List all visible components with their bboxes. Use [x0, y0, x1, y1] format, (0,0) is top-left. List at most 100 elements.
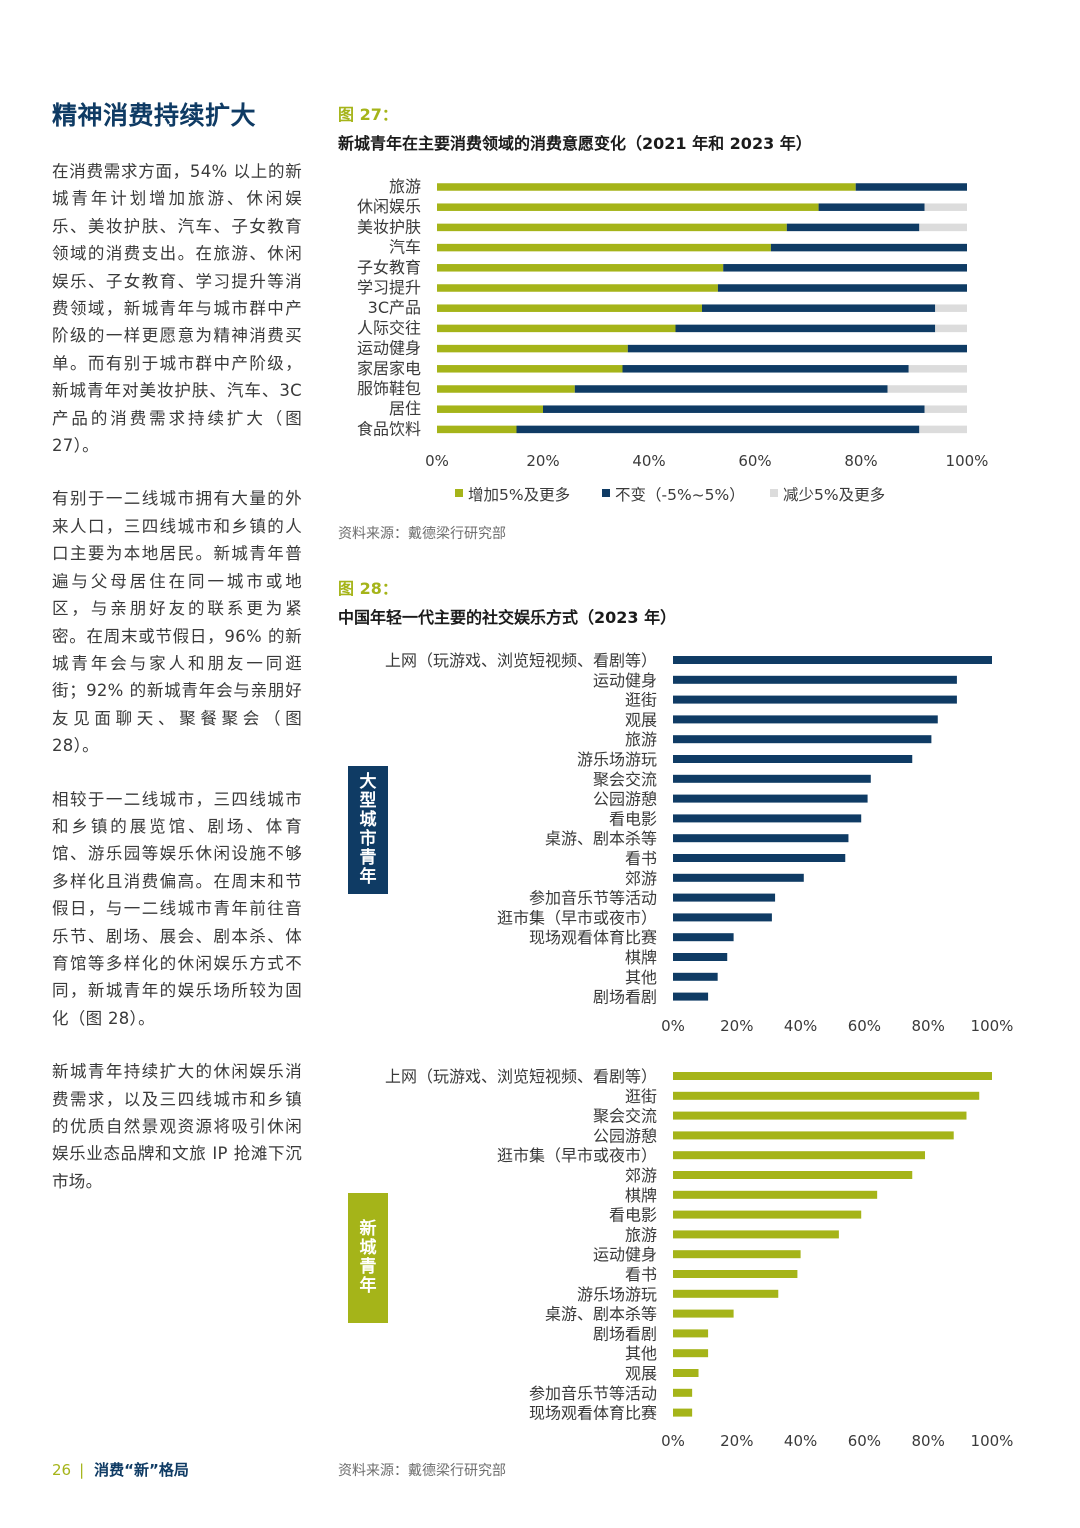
- footer-title: 消费“新”格局: [94, 1461, 189, 1479]
- fig27-x-tick-label: 0%: [425, 452, 449, 470]
- fig28-new-city-category-label: 运动健身: [593, 1245, 657, 1264]
- fig28-big-city-category-label: 聚会交流: [593, 770, 657, 789]
- fig27-bar-segment-2: [919, 223, 967, 232]
- fig28-new-city-bar: [673, 1289, 779, 1298]
- fig27-bar-segment-0: [437, 203, 819, 211]
- fig28-big-city-x-tick-label: 60%: [848, 1017, 881, 1035]
- fig28-big-city-x-tick-label: 40%: [784, 1017, 817, 1035]
- fig28-new-city-category-label: 观展: [625, 1364, 657, 1383]
- fig27-bar-segment-2: [908, 365, 967, 373]
- fig27-title: 新城青年在主要消费领域的消费意愿变化（2021 年和 2023 年）: [338, 134, 812, 153]
- fig28-big-city-category-label: 上网（玩游戏、浏览短视频、看剧等）: [385, 651, 657, 670]
- fig28-new-city-x-tick-label: 40%: [784, 1432, 817, 1450]
- fig27-category-label: 家居家电: [357, 359, 421, 378]
- fig28-new-city-bar: [673, 1408, 693, 1417]
- fig28-big-city-category-label: 看书: [625, 849, 657, 868]
- fig28-big-city-bar: [673, 953, 728, 961]
- fig27-legend-label: 增加5%及更多: [468, 486, 570, 504]
- fig27-x-tick-label: 40%: [632, 452, 665, 470]
- fig28-big-city-category-label: 观展: [625, 710, 657, 729]
- fig28-new-city-bar: [673, 1369, 699, 1377]
- fig27-bar-segment-2: [935, 304, 967, 312]
- fig28-big-city-bar: [673, 735, 932, 744]
- fig28-title: 中国年轻一代主要的社交娱乐方式（2023 年）: [338, 608, 677, 627]
- section-title: 精神消费持续扩大: [52, 101, 257, 130]
- fig27-category-label: 学习提升: [357, 278, 421, 297]
- fig27-bar-segment-2: [924, 203, 967, 211]
- fig27-bar-segment-1: [702, 304, 936, 312]
- fig27-bar-segment-1: [717, 284, 967, 292]
- fig28-new-city-bar: [673, 1388, 693, 1397]
- fig28-new-city-x-tick-label: 60%: [848, 1432, 881, 1450]
- fig27-category-label: 居住: [389, 399, 421, 418]
- fig27-bar-segment-1: [723, 264, 967, 272]
- fig28-new-city-category-label: 看书: [625, 1265, 657, 1284]
- fig27-bar-segment-2: [919, 425, 967, 434]
- fig28-new-city-category-label: 公园游憩: [593, 1126, 657, 1145]
- fig28-new-city-bar: [673, 1091, 980, 1100]
- fig28-source: 资料来源：戴德梁行研究部: [338, 1463, 506, 1479]
- fig28-big-city-bar: [673, 794, 868, 803]
- fig28-big-city-bar: [673, 854, 846, 862]
- footer-separator: |: [79, 1461, 85, 1479]
- fig28-big-city-bar: [673, 972, 718, 981]
- fig28-big-city-category-label: 公园游憩: [593, 790, 657, 809]
- fig28-new-city-category-label: 旅游: [625, 1225, 657, 1244]
- fig28-new-city-category-label: 逛市集（早市或夜市）: [497, 1146, 657, 1165]
- fig27-category-label: 人际交往: [357, 318, 421, 337]
- fig27-bar-segment-1: [622, 365, 909, 373]
- fig28-new-city-category-label: 郊游: [625, 1166, 657, 1185]
- big-city-youth-tag-text: 大型城市青年: [359, 772, 377, 887]
- fig28-new-city-category-label: 棋牌: [625, 1186, 657, 1205]
- fig27-bar-segment-1: [786, 223, 920, 232]
- article-column: 精神消费持续扩大 在消费需求方面，54% 以上的新城青年计划增加旅游、休闲娱乐、…: [52, 100, 302, 1221]
- fig28-new-city-bar: [673, 1151, 926, 1160]
- fig27-legend-swatch: [770, 489, 778, 497]
- fig28-big-city-bar: [673, 834, 849, 843]
- fig27-bar-segment-0: [437, 183, 856, 191]
- fig28-big-city-x-tick-label: 80%: [912, 1017, 945, 1035]
- fig27-label: 图 27：: [338, 105, 398, 124]
- fig28-new-city-category-label: 参加音乐节等活动: [529, 1384, 657, 1403]
- fig28-big-city-x-tick-label: 20%: [720, 1017, 753, 1035]
- fig28-new-city-x-tick-label: 20%: [720, 1432, 753, 1450]
- fig28-new-city-bar: [673, 1210, 862, 1219]
- fig28-new-city-bar: [673, 1270, 798, 1278]
- fig27-bar-segment-1: [675, 324, 936, 333]
- fig27-legend-label: 减少5%及更多: [783, 486, 885, 504]
- fig28-big-city-bar: [673, 695, 957, 704]
- fig28-new-city-bar: [673, 1329, 709, 1338]
- fig27-category-label: 旅游: [389, 177, 421, 196]
- fig28-new-city-bar: [673, 1349, 709, 1358]
- fig28-new-city-bar: [673, 1072, 992, 1080]
- fig28-big-city-category-label: 旅游: [625, 730, 657, 749]
- fig27-bar-segment-0: [437, 304, 702, 312]
- fig27-bar-segment-0: [437, 425, 517, 434]
- fig27-category-label: 3C产品: [368, 298, 421, 317]
- fig28-big-city-category-label: 游乐场游玩: [577, 750, 657, 769]
- fig27-category-label: 汽车: [389, 238, 421, 257]
- fig28-new-city-bar: [673, 1230, 839, 1239]
- fig28-big-city-category-label: 郊游: [625, 869, 657, 888]
- fig28-big-city-category-label: 棋牌: [625, 948, 657, 967]
- fig27-bar-segment-2: [887, 385, 967, 393]
- page-footer: 26 | 消费“新”格局: [52, 1459, 189, 1480]
- fig27-category-label: 子女教育: [357, 258, 421, 277]
- fig28-big-city-category-label: 其他: [625, 968, 657, 987]
- fig28-new-city-bar: [673, 1250, 801, 1259]
- fig28-big-city-bar: [673, 933, 734, 942]
- fig28-new-city-category-label: 桌游、剧本杀等: [545, 1305, 657, 1324]
- fig28-big-city-category-label: 运动健身: [593, 671, 657, 690]
- fig27-x-tick-label: 80%: [844, 452, 877, 470]
- big-city-youth-tag: 大型城市青年: [348, 766, 388, 894]
- fig27-legend-label: 不变（-5%~5%）: [615, 486, 745, 504]
- fig27-bar-segment-0: [437, 324, 676, 333]
- paragraph-2: 有别于一二线城市拥有大量的外来人口，三四线城市和乡镇的人口主要为本地居民。新城青…: [52, 489, 302, 756]
- fig28-new-city-category-label: 逛街: [625, 1087, 657, 1106]
- fig28-new-city-bar: [673, 1309, 734, 1318]
- page-number: 26: [52, 1461, 72, 1479]
- fig27-bar-segment-0: [437, 264, 724, 272]
